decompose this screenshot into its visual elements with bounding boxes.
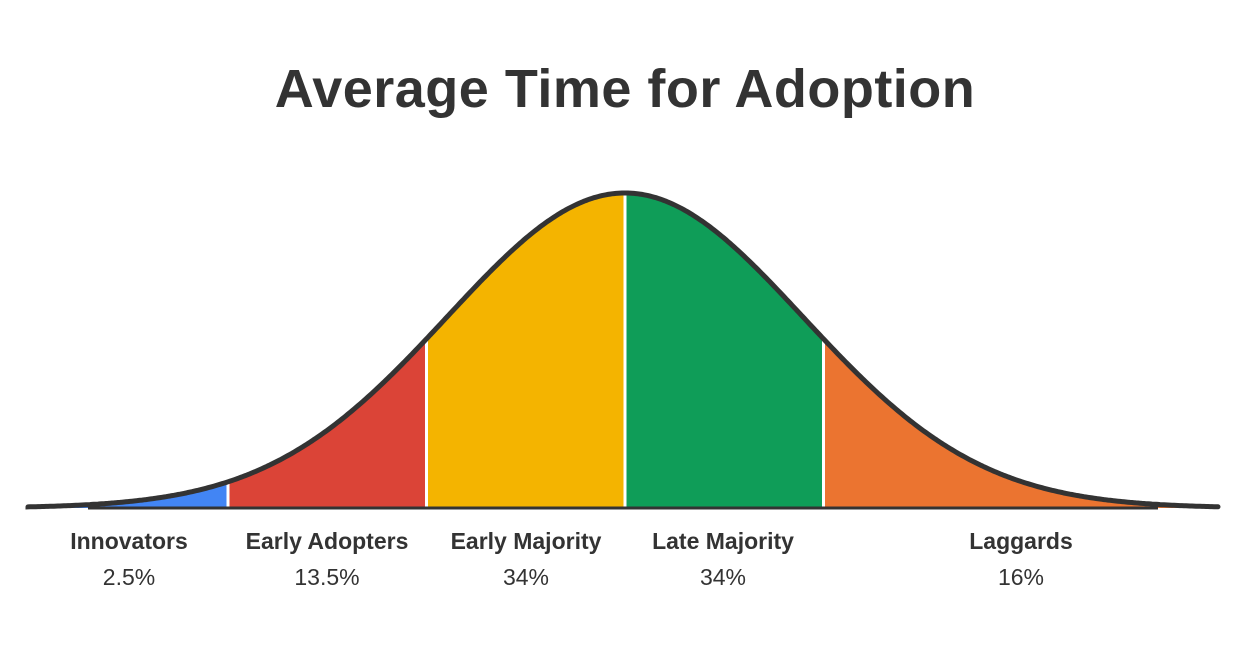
value-label: 34% — [700, 564, 746, 590]
value-label: 13.5% — [294, 564, 359, 590]
value-label: 34% — [503, 564, 549, 590]
segment-early-adopters — [228, 338, 427, 508]
category-label: Early Adopters — [246, 528, 409, 554]
segment-early-majority — [426, 193, 625, 508]
bell-curve-line — [25, 190, 1221, 510]
segment-laggards — [823, 338, 1218, 508]
segment-innovators — [28, 481, 228, 508]
category-label: Early Majority — [451, 528, 602, 554]
segment-late-majority — [625, 193, 824, 508]
chart-title: Average Time for Adoption — [274, 59, 976, 119]
category-label: Late Majority — [652, 528, 794, 554]
category-label: Innovators — [70, 528, 188, 554]
value-label: 16% — [998, 564, 1044, 590]
value-label: 2.5% — [103, 564, 155, 590]
category-label: Laggards — [969, 528, 1073, 554]
